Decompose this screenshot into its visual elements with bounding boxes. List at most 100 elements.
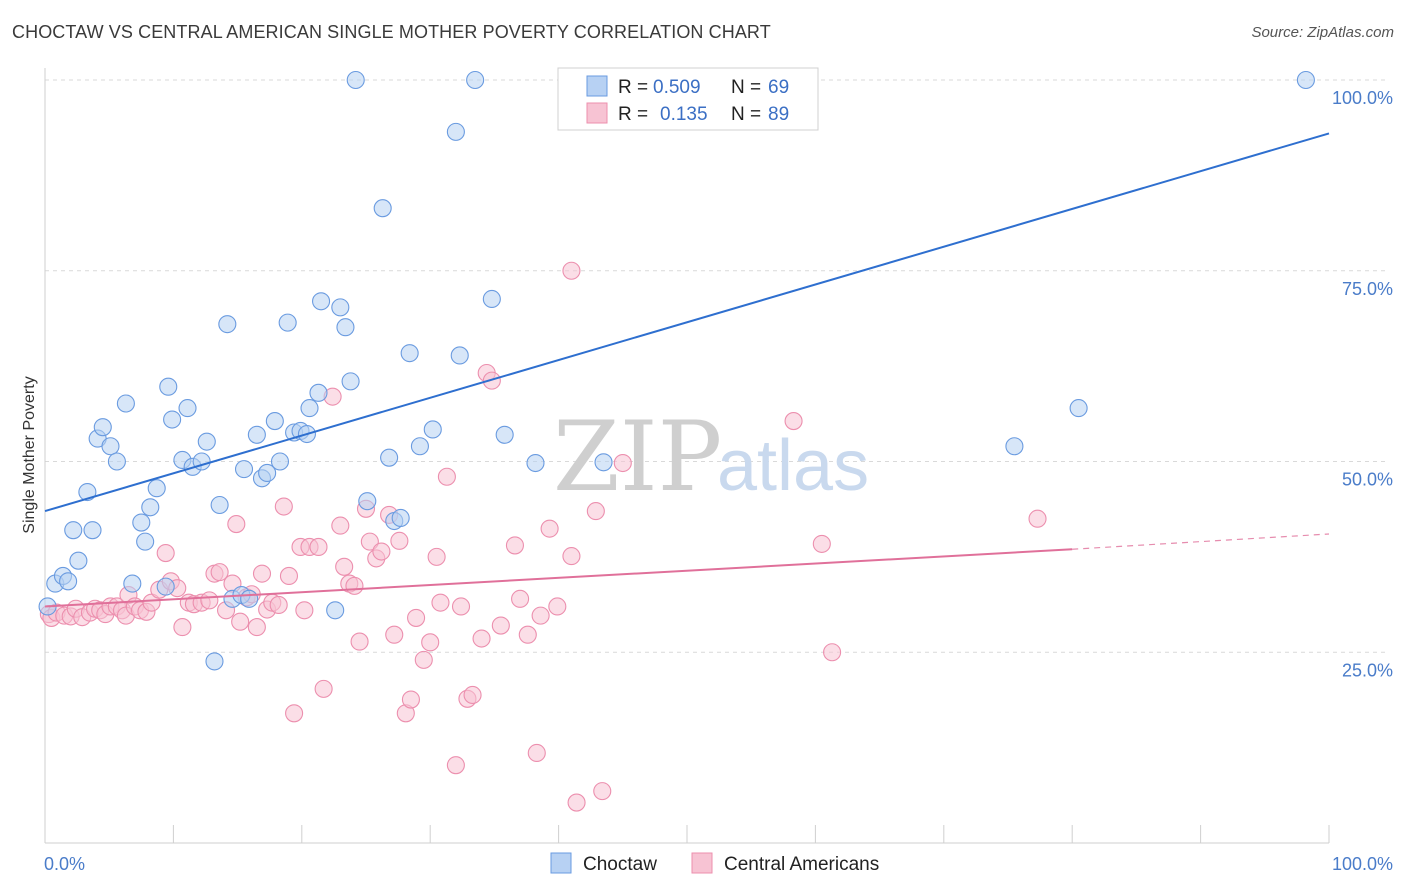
point-choctaw-36 <box>270 452 290 471</box>
watermark-zip: ZIP <box>553 401 722 513</box>
point-choctaw-8 <box>93 418 112 437</box>
point-central-55 <box>350 632 369 651</box>
point-choctaw-17 <box>156 577 175 596</box>
point-choctaw-46 <box>336 318 355 337</box>
bottom-legend-choctaw: Choctaw <box>583 854 657 875</box>
point-central-68 <box>427 547 446 566</box>
point-central-81 <box>518 625 537 644</box>
trend-line-choctaw <box>44 132 1330 513</box>
point-choctaw-26 <box>210 495 229 515</box>
point-choctaw-15 <box>141 498 160 517</box>
point-central-59 <box>372 542 391 561</box>
bottom-legend-central: Central Americans <box>724 854 879 875</box>
bottom-legend-swatch-central <box>691 852 713 874</box>
point-choctaw-16 <box>147 479 166 498</box>
point-central-61 <box>385 625 404 644</box>
point-choctaw-14 <box>136 532 155 551</box>
point-central-21 <box>156 544 175 563</box>
series-central-americans <box>39 261 1047 812</box>
point-central-34 <box>231 612 250 631</box>
watermark-atlas: atlas <box>717 426 869 506</box>
point-choctaw-60 <box>482 289 501 309</box>
point-choctaw-63 <box>594 453 613 472</box>
point-choctaw-49 <box>358 492 377 511</box>
point-choctaw-42 <box>309 383 328 402</box>
point-choctaw-2 <box>59 572 78 591</box>
point-central-90 <box>613 453 632 473</box>
point-central-70 <box>437 467 456 486</box>
point-choctaw-12 <box>123 574 142 593</box>
x-tick-label-1: 100.0% <box>1332 854 1393 874</box>
point-choctaw-4 <box>69 551 88 570</box>
point-central-54 <box>345 576 364 595</box>
point-choctaw-58 <box>450 346 469 365</box>
legend-n-label-choctaw: N = <box>731 77 761 98</box>
point-central-24 <box>173 618 192 637</box>
point-central-92 <box>812 534 831 553</box>
point-choctaw-50 <box>373 199 392 218</box>
point-central-83 <box>531 606 550 625</box>
point-central-30 <box>210 563 229 582</box>
point-central-71 <box>446 756 465 775</box>
point-central-65 <box>407 608 426 627</box>
point-choctaw-61 <box>495 425 514 444</box>
point-central-37 <box>247 618 266 637</box>
point-choctaw-43 <box>312 292 331 311</box>
trend-line-central <box>44 548 1073 608</box>
legend-swatch-choctaw <box>586 75 608 97</box>
legend-n-value-central: 89 <box>768 104 789 125</box>
point-choctaw-45 <box>331 298 350 317</box>
point-choctaw-53 <box>391 508 410 528</box>
point-choctaw-6 <box>83 521 102 540</box>
point-central-62 <box>390 531 409 550</box>
bottom-legend: Choctaw Central Americans <box>550 852 879 875</box>
point-central-64 <box>401 690 420 709</box>
point-central-79 <box>505 536 524 555</box>
point-choctaw-54 <box>400 344 419 363</box>
point-central-28 <box>200 591 219 610</box>
point-central-48 <box>309 537 328 557</box>
legend-r-label-choctaw: R = <box>618 77 648 98</box>
point-central-41 <box>269 595 288 614</box>
point-central-33 <box>227 515 246 534</box>
point-central-44 <box>285 704 304 723</box>
point-central-74 <box>463 685 482 705</box>
legend-n-label-central: N = <box>731 104 761 125</box>
trend-lines <box>44 132 1330 608</box>
point-choctaw-25 <box>205 652 224 671</box>
point-central-51 <box>331 516 350 535</box>
chart-title: CHOCTAW VS CENTRAL AMERICAN SINGLE MOTHE… <box>12 22 771 42</box>
y-axis-label: Single Mother Poverty <box>21 376 38 533</box>
point-central-80 <box>511 589 530 608</box>
point-choctaw-10 <box>107 452 126 471</box>
point-central-69 <box>431 593 450 612</box>
point-central-93 <box>823 643 842 662</box>
point-choctaw-66 <box>1069 399 1088 418</box>
x-tick-label-0: 0.0% <box>44 854 85 874</box>
point-choctaw-21 <box>178 399 197 418</box>
point-choctaw-51 <box>380 448 399 467</box>
point-central-82 <box>527 743 546 763</box>
point-choctaw-37 <box>278 313 297 332</box>
point-choctaw-47 <box>341 372 360 391</box>
point-choctaw-41 <box>300 399 319 418</box>
point-central-49 <box>314 679 333 698</box>
point-choctaw-31 <box>240 589 259 608</box>
legend-r-label-central: R = <box>618 104 648 125</box>
point-choctaw-11 <box>116 394 135 413</box>
point-choctaw-34 <box>258 463 277 482</box>
point-choctaw-32 <box>247 425 266 444</box>
point-central-89 <box>593 782 612 801</box>
point-choctaw-5 <box>78 482 97 502</box>
point-central-87 <box>567 793 586 812</box>
legend-r-value-central: 0.135 <box>660 104 708 125</box>
point-choctaw-13 <box>132 513 151 532</box>
grid-lines <box>45 79 1389 653</box>
legend-swatch-central <box>586 102 608 124</box>
point-choctaw-57 <box>446 122 465 141</box>
point-choctaw-67 <box>1296 70 1315 90</box>
point-central-75 <box>472 629 491 648</box>
point-choctaw-19 <box>163 410 182 429</box>
point-choctaw-27 <box>218 315 237 334</box>
